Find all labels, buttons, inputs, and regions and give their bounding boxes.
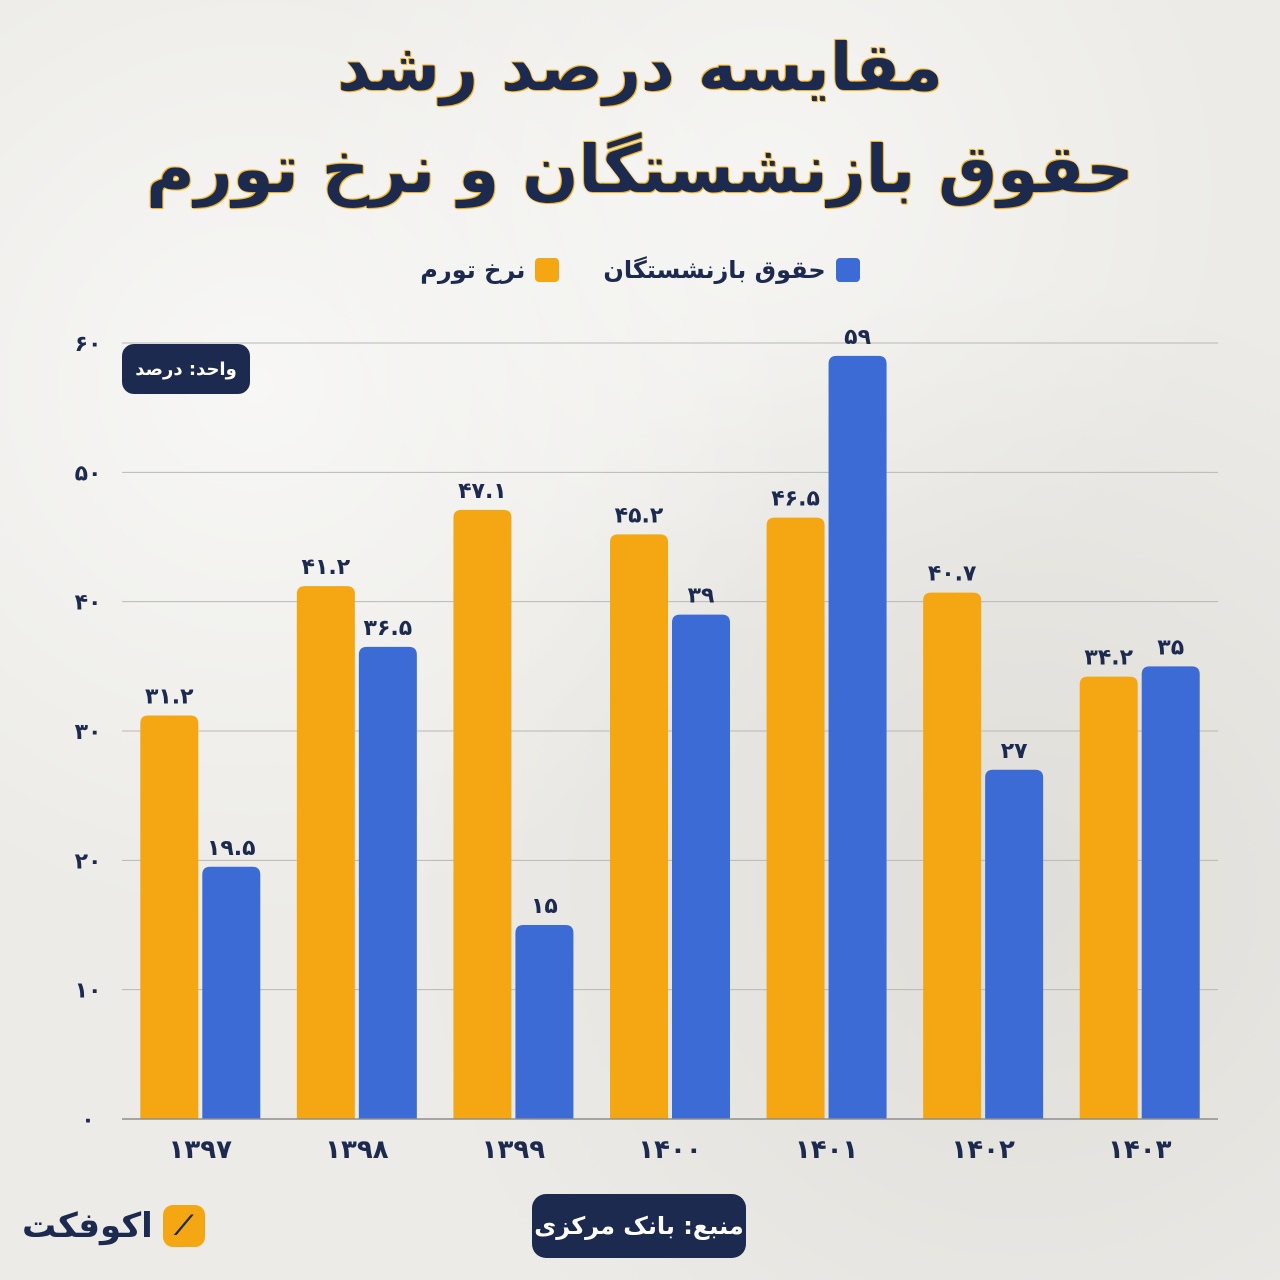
y-tick-label-10: ۱۰ xyxy=(75,979,102,1004)
bar-pension-0 xyxy=(202,866,261,1119)
y-tick-label-40: ۴۰ xyxy=(75,591,102,616)
data-label-pension-4: ۵۹ xyxy=(844,325,871,350)
bar-pension-1 xyxy=(358,646,417,1119)
y-tick-label-20: ۲۰ xyxy=(75,849,102,874)
x-tick-label-5: ۱۴۰۲ xyxy=(951,1135,1015,1165)
logo-mark-icon: ⟋ xyxy=(162,1205,205,1247)
logo-text: اکوفکت xyxy=(22,1206,153,1246)
data-label-pension-0: ۱۹.۵ xyxy=(207,836,256,861)
y-tick-label-50: ۵۰ xyxy=(75,461,102,486)
data-label-pension-3: ۳۹ xyxy=(688,584,715,609)
bar-inflation-6 xyxy=(1079,676,1138,1119)
data-label-pension-1: ۳۶.۵ xyxy=(364,616,413,641)
bar-inflation-5 xyxy=(923,592,982,1119)
x-tick-label-6: ۱۴۰۳ xyxy=(1108,1135,1172,1165)
bar-inflation-3 xyxy=(610,534,668,1119)
y-tick-label-60: ۶۰ xyxy=(75,332,102,357)
y-tick-label-30: ۳۰ xyxy=(75,720,102,745)
bar-pension-4 xyxy=(828,355,887,1119)
source-badge: منبع: بانک مرکزی xyxy=(532,1194,746,1258)
bar-pension-3 xyxy=(672,614,730,1119)
x-tick-label-1: ۱۳۹۸ xyxy=(325,1135,389,1165)
data-label-inflation-1: ۴۱.۲ xyxy=(302,555,351,580)
logo: اکوفکت ⟋ xyxy=(22,1200,205,1252)
legend-label-pension: حقوق بازنشستگان xyxy=(603,256,826,284)
bar-inflation-0 xyxy=(140,715,199,1119)
x-tick-label-0: ۱۳۹۷ xyxy=(169,1135,233,1165)
legend: حقوق بازنشستگان نرخ تورم xyxy=(0,256,1280,284)
bar-chart: ۰ ۱۰ ۲۰ ۳۰ ۴۰ ۵۰ ۶۰ ۳۱.۲ ۱۹.۵ ۱۳۹۷ ۴۱.۲ ۳۶.۵ ۱۳۹۸ ۴۷.… xyxy=(75,325,1218,1165)
data-label-inflation-0: ۳۱.۲ xyxy=(145,684,194,709)
chart-title-line-1: مقایسه درصد رشد xyxy=(337,29,943,106)
legend-item-pension: حقوق بازنشستگان xyxy=(603,256,860,284)
unit-badge: واحد: درصد xyxy=(122,344,250,394)
x-tick-label-3: ۱۴۰۰ xyxy=(638,1135,701,1165)
bar-pension-5 xyxy=(985,769,1044,1119)
data-label-pension-2: ۱۵ xyxy=(531,894,558,919)
legend-swatch-inflation xyxy=(535,258,560,282)
data-label-inflation-4: ۴۶.۵ xyxy=(771,487,820,512)
bar-inflation-2 xyxy=(453,509,512,1120)
y-tick-label-0: ۰ xyxy=(81,1108,94,1133)
x-tick-label-4: ۱۴۰۱ xyxy=(795,1135,858,1165)
bar-pension-2 xyxy=(515,925,574,1119)
bar-pension-6 xyxy=(1141,666,1200,1119)
data-label-pension-6: ۳۵ xyxy=(1157,635,1184,660)
data-label-inflation-6: ۳۴.۲ xyxy=(1084,646,1133,671)
bar-inflation-4 xyxy=(766,517,825,1119)
legend-swatch-pension xyxy=(835,258,860,282)
data-label-inflation-2: ۴۷.۱ xyxy=(458,479,507,504)
data-label-pension-5: ۲۷ xyxy=(1001,739,1028,764)
bar-inflation-1 xyxy=(296,586,355,1119)
x-tick-label-2: ۱۳۹۹ xyxy=(482,1135,546,1165)
data-label-inflation-5: ۴۰.۷ xyxy=(928,562,977,587)
chart-title-line-2: حقوق بازنشستگان و نرخ تورم xyxy=(146,131,1134,208)
legend-item-inflation: نرخ تورم xyxy=(420,256,560,284)
legend-label-inflation: نرخ تورم xyxy=(420,256,526,284)
data-label-inflation-3: ۴۵.۲ xyxy=(615,503,664,528)
